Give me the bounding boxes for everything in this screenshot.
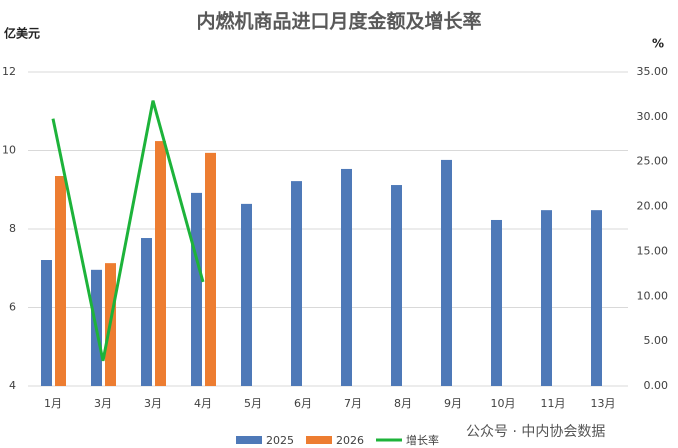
- x-tick-label: 3月: [144, 397, 162, 410]
- bar: [241, 203, 252, 386]
- y-axis-label: 亿美元: [4, 26, 40, 41]
- y2-tick-label: 15.00: [637, 244, 669, 257]
- bar: [541, 210, 552, 386]
- bar: [391, 185, 402, 386]
- x-tick-label: 7月: [344, 397, 362, 410]
- x-tick-label: 8月: [394, 397, 412, 410]
- y-tick-label: 4: [9, 379, 16, 392]
- legend-swatch: [236, 436, 262, 444]
- bar: [205, 152, 216, 386]
- x-tick-label: 11月: [541, 397, 566, 410]
- x-tick-label: 1月: [44, 397, 62, 410]
- bar: [141, 238, 152, 386]
- legend-label: 2026: [336, 434, 364, 447]
- y2-tick-label: 0.00: [644, 379, 669, 392]
- x-tick-label: 3月: [94, 397, 112, 410]
- y-tick-label: 8: [9, 222, 16, 235]
- bar: [291, 181, 302, 386]
- line: [51, 100, 205, 362]
- bar: [341, 168, 352, 386]
- y2-tick-label: 10.00: [637, 289, 669, 302]
- chart-title: 内燃机商品进口月度金额及增长率: [196, 10, 481, 33]
- x-tick-label: 9月: [444, 397, 462, 410]
- legend-swatch: [306, 436, 332, 444]
- x-tick-label: 4月: [194, 397, 212, 410]
- bar: [191, 192, 202, 386]
- y-tick-label: 10: [2, 144, 16, 157]
- y2-tick-label: 35.00: [637, 65, 669, 78]
- x-tick-label: 5月: [244, 397, 262, 410]
- watermark: 公众号 · 中内协会数据: [466, 424, 605, 440]
- x-tick-label: 6月: [294, 397, 312, 410]
- bar: [155, 141, 166, 386]
- y2-tick-label: 25.00: [637, 155, 669, 168]
- bar: [591, 210, 602, 386]
- y2-axis-label: %: [652, 37, 664, 51]
- y2-tick-label: 5.00: [644, 334, 669, 347]
- y2-tick-label: 30.00: [637, 110, 669, 123]
- y-tick-label: 6: [9, 301, 16, 314]
- legend-label: 2025: [266, 434, 294, 447]
- bar: [441, 159, 452, 386]
- x-tick-label: 10月: [491, 397, 516, 410]
- y-tick-label: 12: [2, 65, 16, 78]
- x-tick-label: 13月: [591, 397, 616, 410]
- y2-tick-label: 20.00: [637, 200, 669, 213]
- bar: [41, 260, 52, 386]
- bar: [55, 176, 66, 386]
- bar: [491, 219, 502, 386]
- legend-label: 增长率: [406, 433, 439, 447]
